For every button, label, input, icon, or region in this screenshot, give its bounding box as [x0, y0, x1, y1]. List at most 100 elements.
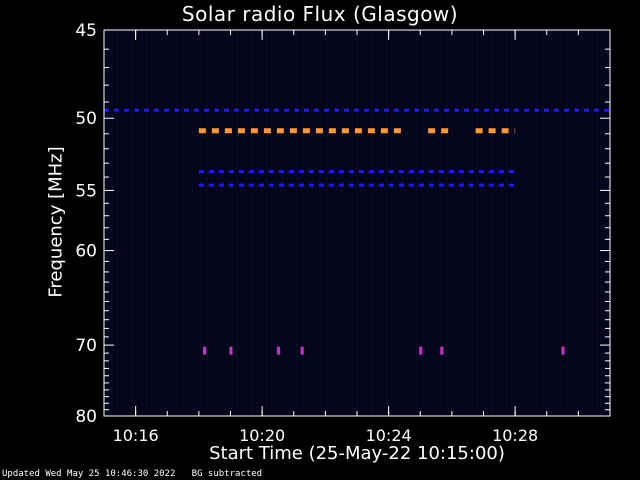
- blue-dash: [388, 183, 394, 187]
- orange-dash: [501, 128, 509, 134]
- blue-dash: [484, 108, 489, 112]
- blue-dash: [378, 183, 384, 187]
- blue-dash: [318, 183, 324, 187]
- blue-dash: [388, 170, 394, 174]
- x-tick-label: 10:20: [239, 426, 285, 445]
- blue-dash: [458, 183, 464, 187]
- blue-dash: [338, 170, 344, 174]
- blue-dash: [104, 108, 109, 112]
- blue-dash: [438, 170, 444, 174]
- blue-dash: [114, 108, 119, 112]
- blue-dash: [258, 170, 264, 174]
- blue-dash: [604, 108, 609, 112]
- blue-dash: [464, 108, 469, 112]
- blue-dash: [458, 170, 464, 174]
- x-tick-label: 10:24: [366, 426, 412, 445]
- blue-dash: [508, 183, 514, 187]
- orange-dash: [341, 128, 349, 134]
- blue-dash: [218, 170, 224, 174]
- blue-dash: [194, 108, 199, 112]
- blue-dash: [198, 170, 204, 174]
- orange-dash: [393, 128, 401, 134]
- blue-dash: [344, 108, 349, 112]
- blue-dash: [564, 108, 569, 112]
- orange-dash: [475, 128, 483, 134]
- blue-dash: [234, 108, 239, 112]
- y-tick-label: 70: [75, 336, 97, 356]
- orange-dash: [237, 128, 245, 134]
- orange-dash: [224, 128, 232, 134]
- blue-dash: [488, 170, 494, 174]
- blue-dash: [444, 108, 449, 112]
- blue-dash: [454, 108, 459, 112]
- orange-dash: [380, 128, 388, 134]
- orange-dash: [488, 128, 496, 134]
- orange-dash: [367, 128, 375, 134]
- blue-dash: [244, 108, 249, 112]
- blue-dash: [574, 108, 579, 112]
- blue-dash: [418, 170, 424, 174]
- blue-dash: [348, 183, 354, 187]
- spike-mark: [419, 346, 423, 355]
- blue-dash: [494, 108, 499, 112]
- blue-dash: [288, 170, 294, 174]
- blue-dash: [554, 108, 559, 112]
- footer-status: Updated Wed May 25 10:46:30 2022 BG subt…: [2, 469, 263, 479]
- blue-dash: [534, 108, 539, 112]
- spike-mark: [203, 346, 207, 355]
- blue-dash: [408, 170, 414, 174]
- blue-dash: [298, 183, 304, 187]
- blue-dash: [208, 183, 214, 187]
- blue-dash: [414, 108, 419, 112]
- blue-dash: [274, 108, 279, 112]
- blue-dash: [294, 108, 299, 112]
- blue-dash: [184, 108, 189, 112]
- orange-dash: [328, 128, 336, 134]
- blue-dash: [164, 108, 169, 112]
- blue-dash: [304, 108, 309, 112]
- blue-dash: [368, 170, 374, 174]
- blue-dash: [218, 183, 224, 187]
- blue-dash: [358, 170, 364, 174]
- blue-dash: [298, 170, 304, 174]
- blue-dash: [544, 108, 549, 112]
- orange-dash: [428, 128, 436, 134]
- orange-dash: [263, 128, 271, 134]
- chart-title: Solar radio Flux (Glasgow): [181, 2, 459, 26]
- orange-dash: [250, 128, 258, 134]
- y-tick-label: 60: [75, 242, 97, 262]
- blue-dash: [398, 170, 404, 174]
- blue-dash: [314, 108, 319, 112]
- blue-dash: [594, 108, 599, 112]
- blue-dash: [318, 170, 324, 174]
- blue-dash: [238, 170, 244, 174]
- blue-dash: [438, 183, 444, 187]
- blue-dash: [278, 183, 284, 187]
- blue-dash: [154, 108, 159, 112]
- blue-dash: [384, 108, 389, 112]
- blue-dash: [248, 170, 254, 174]
- blue-dash: [524, 108, 529, 112]
- x-tick-label: 10:16: [113, 426, 159, 445]
- blue-dash: [258, 183, 264, 187]
- blue-dash: [478, 183, 484, 187]
- blue-dash: [514, 108, 519, 112]
- blue-dash: [358, 183, 364, 187]
- orange-dash: [211, 128, 219, 134]
- blue-dash: [284, 108, 289, 112]
- axes: 45 50 55 60 70 80 10:16 10:20 10:24 10:28: [75, 21, 611, 445]
- orange-dash: [276, 128, 284, 134]
- blue-dash: [508, 170, 514, 174]
- blue-dash: [498, 183, 504, 187]
- blue-dash: [584, 108, 589, 112]
- orange-dash: [302, 128, 310, 134]
- blue-dash: [374, 108, 379, 112]
- blue-dash: [308, 170, 314, 174]
- blue-dash: [308, 183, 314, 187]
- blue-dash: [488, 183, 494, 187]
- blue-dash: [228, 170, 234, 174]
- blue-dash: [378, 170, 384, 174]
- blue-dash: [504, 108, 509, 112]
- orange-dash: [354, 128, 362, 134]
